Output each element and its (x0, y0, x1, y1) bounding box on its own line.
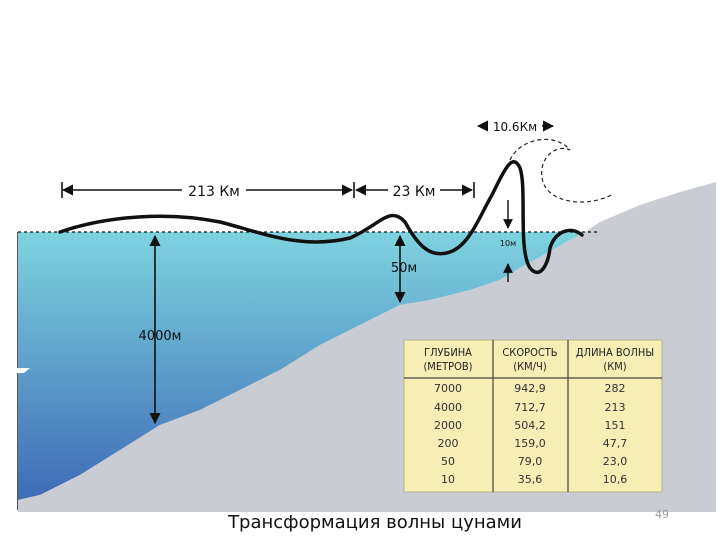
table-cell: 151 (605, 419, 626, 432)
table-cell: 4000 (434, 401, 462, 414)
label-bg-mid (388, 179, 440, 201)
table-cell: 159,0 (514, 437, 546, 450)
label-height-small: 10м (500, 239, 516, 248)
table-head-wavelength-unit: (КМ) (603, 360, 626, 373)
label-depth-shelf: 50м (391, 261, 417, 276)
table-cell: 200 (438, 437, 459, 450)
table-head-depth-unit: (МЕТРОВ) (423, 360, 472, 373)
table-cell: 213 (605, 401, 626, 414)
table-cell: 282 (605, 382, 626, 395)
slide-number: 49 (655, 508, 669, 521)
table-head-speed-unit: (КМ/Ч) (513, 360, 547, 373)
tsunami-wave (58, 160, 584, 275)
table-cell: 942,9 (514, 382, 546, 395)
table-cell: 2000 (434, 419, 462, 432)
sea-level-marker (2, 368, 30, 373)
label-bg-short (488, 116, 542, 136)
wave-crest-dashed (509, 138, 613, 203)
label-depth-ocean: 4000м (139, 329, 182, 344)
table-cell: 23,0 (603, 455, 628, 468)
table-cell: 79,0 (518, 455, 543, 468)
table-cell: 504,2 (514, 419, 546, 432)
table-cell: 47,7 (603, 437, 628, 450)
data-table: ГЛУБИНА (МЕТРОВ) СКОРОСТЬ (КМ/Ч) ДЛИНА В… (403, 339, 663, 493)
label-distance-short: 10.6Км (493, 120, 537, 134)
table-head-speed: СКОРОСТЬ (502, 346, 557, 359)
label-distance-mid: 23 Км (393, 184, 436, 200)
label-distance-long: 213 Км (188, 184, 240, 200)
table-cell: 35,6 (518, 473, 543, 486)
table-cell: 7000 (434, 382, 462, 395)
table-head-wavelength: ДЛИНА ВОЛНЫ (576, 346, 654, 359)
table-cell: 10,6 (603, 473, 628, 486)
label-bg-long (182, 179, 246, 201)
slide-caption: Трансформация волны цунами (228, 512, 522, 533)
table-cell: 712,7 (514, 401, 546, 414)
table-background (403, 339, 663, 493)
table-cell: 50 (441, 455, 455, 468)
table-cell: 10 (441, 473, 455, 486)
table-head-depth: ГЛУБИНА (424, 346, 472, 359)
